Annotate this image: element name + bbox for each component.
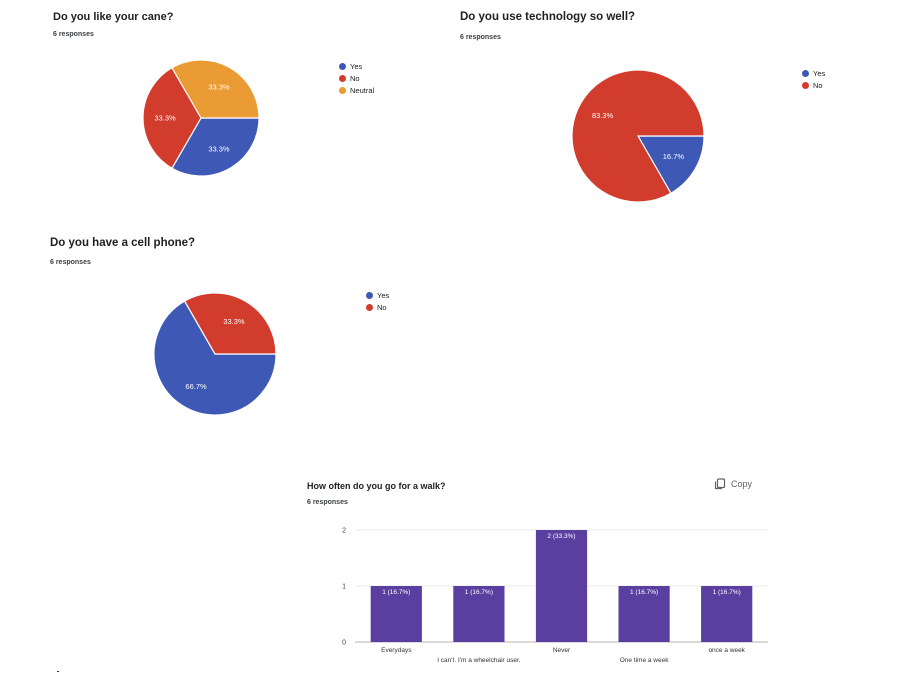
chart-legend: Yes No — [366, 289, 389, 313]
legend-item-yes: Yes — [366, 289, 389, 301]
pie-slice-yes — [636, 135, 705, 195]
bar — [618, 586, 670, 642]
question-card-cane: Do you like your cane? 6 responses 33.3%… — [0, 0, 460, 220]
legend-item-no: No — [339, 72, 374, 84]
slice-label-yes: 33.3% — [208, 145, 230, 154]
legend-swatch — [366, 291, 373, 299]
legend-label: No — [813, 80, 823, 90]
bar-data-label: 1 (16.7%) — [630, 589, 658, 596]
response-count: 6 responses — [460, 34, 501, 41]
slice-label-no: 83.3% — [592, 111, 614, 120]
bar-data-label: 1 (16.7%) — [713, 589, 741, 596]
pie-chart: 33.3% 33.3% 33.3% — [142, 59, 260, 177]
legend-item-no: No — [802, 79, 825, 91]
legend-label: Yes — [813, 68, 826, 78]
legend-item-neutral: Neutral — [339, 84, 374, 96]
question-card-technology: Do you use technology so well? 6 respons… — [440, 0, 920, 220]
pie-slice-yes — [171, 117, 260, 177]
legend-swatch — [339, 86, 346, 94]
pie-slice-no — [142, 66, 202, 170]
question-card-cell-phone: Do you have a cell phone? 6 responses 66… — [0, 225, 460, 425]
pie-slice-no — [183, 292, 277, 355]
pie-chart: 66.7% 33.3% — [153, 292, 277, 416]
legend-swatch — [802, 69, 809, 77]
legend-label: No — [350, 73, 360, 83]
bar-data-label: 1 (16.7%) — [382, 589, 410, 596]
bar — [701, 586, 753, 642]
bar-data-label: 1 (16.7%) — [465, 589, 493, 596]
y-tick-label: 0 — [342, 640, 346, 647]
bar — [535, 530, 588, 642]
x-category-label: I can't. I'm a wheelchair user. — [437, 657, 521, 664]
pie-slice-no — [571, 69, 705, 203]
bar-chart: 0 1 2 1 (16.7%) Everydays 1 (16.7%) I can't. I… — [342, 528, 768, 664]
x-category-label: Never — [553, 647, 571, 654]
pie-slice-neutral — [171, 59, 260, 119]
bar-data-label: 2 (33.3%) — [547, 533, 575, 540]
bar — [370, 586, 422, 642]
legend-swatch — [339, 62, 346, 70]
legend-item-yes: Yes — [339, 60, 374, 72]
question-title: Do you like your cane? — [53, 11, 174, 23]
copy-label: Copy — [731, 479, 753, 489]
copy-icon — [714, 478, 726, 490]
slice-label-yes: 16.7% — [663, 152, 685, 161]
slice-label-no: 33.3% — [154, 114, 176, 123]
bar — [453, 586, 505, 642]
copy-chart-button[interactable]: Copy — [714, 478, 752, 490]
legend-label: Yes — [350, 61, 363, 71]
y-tick-label: 1 — [342, 584, 346, 591]
pie-chart: 16.7% 83.3% — [571, 69, 705, 203]
question-title: Do you have a cell phone? — [50, 237, 196, 249]
legend-label: No — [377, 302, 387, 312]
legend-item-yes: Yes — [802, 67, 825, 79]
legend-swatch — [802, 81, 809, 89]
slice-label-no: 33.3% — [223, 317, 245, 326]
response-count: 6 responses — [307, 499, 348, 506]
y-tick-label: 2 — [342, 528, 346, 535]
chart-legend: Yes No — [802, 67, 825, 91]
legend-swatch — [366, 303, 373, 311]
x-category-label: once a week — [708, 647, 745, 654]
response-count: 6 responses — [50, 259, 91, 266]
legend-label: Neutral — [350, 85, 375, 95]
stray-mark — [57, 671, 59, 672]
question-title: How often do you go for a walk? — [307, 481, 446, 491]
slice-label-yes: 66.7% — [185, 382, 207, 391]
question-card-walk: How often do you go for a walk? 6 respon… — [290, 470, 780, 670]
x-category-label: Everydays — [381, 647, 412, 654]
chart-legend: Yes No Neutral — [339, 60, 374, 96]
pie-slice-yes — [153, 300, 277, 416]
slice-label-neutral: 33.3% — [208, 82, 230, 91]
legend-item-no: No — [366, 301, 389, 313]
response-count: 6 responses — [53, 31, 94, 38]
legend-swatch — [339, 74, 346, 82]
question-title: Do you use technology so well? — [460, 11, 636, 23]
x-category-label: One time a week — [620, 657, 670, 664]
legend-label: Yes — [377, 290, 390, 300]
